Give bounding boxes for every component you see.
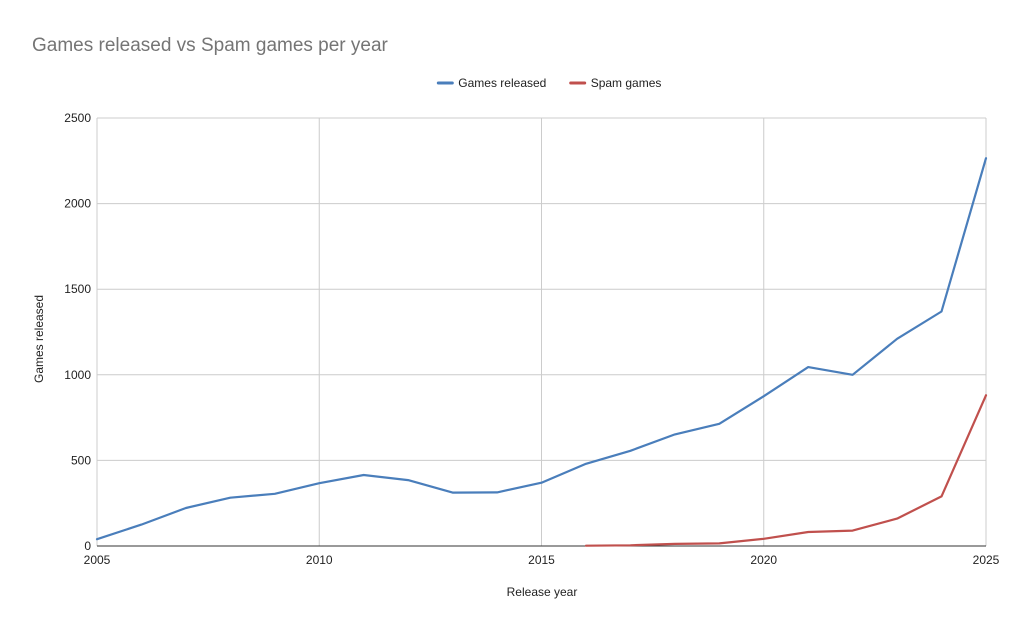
x-axis-title: Release year — [507, 585, 578, 599]
x-tick-label: 2015 — [528, 553, 555, 567]
series-line-1 — [584, 394, 988, 547]
x-tick-label: 2025 — [973, 553, 1000, 567]
x-tick-label: 2010 — [306, 553, 333, 567]
y-tick-label: 2500 — [64, 111, 91, 125]
y-tick-label: 0 — [84, 539, 91, 553]
x-tick-label: 2020 — [750, 553, 777, 567]
y-axis-ticks: 0 500 1000 1500 2000 2500 — [64, 111, 91, 553]
x-axis-ticks: 2005 2010 2015 2020 2025 — [84, 553, 1000, 567]
y-tick-label: 1500 — [64, 282, 91, 296]
legend-label: Spam games — [591, 76, 662, 90]
legend-item-1: Spam games — [569, 76, 662, 90]
y-tick-label: 2000 — [64, 197, 91, 211]
legend-item-0: Games released — [436, 76, 546, 90]
gridlines — [96, 117, 987, 546]
y-axis-title: Games released — [32, 295, 46, 383]
series-line-0 — [95, 157, 988, 541]
y-tick-label: 1000 — [64, 368, 91, 382]
y-tick-label: 500 — [71, 453, 91, 467]
x-tick-label: 2005 — [84, 553, 111, 567]
legend: Games released Spam games — [436, 76, 662, 90]
series-lines — [95, 157, 988, 547]
chart-title: Games released vs Spam games per year — [32, 35, 389, 56]
legend-label: Games released — [458, 76, 546, 90]
